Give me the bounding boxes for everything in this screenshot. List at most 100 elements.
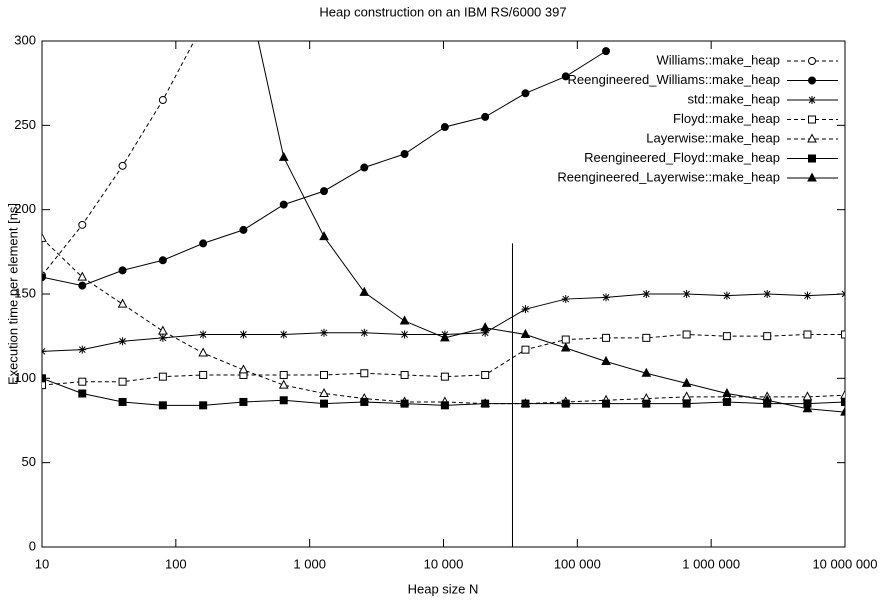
marker — [803, 330, 812, 339]
plot-area — [42, 21, 845, 416]
marker — [360, 369, 369, 378]
marker — [118, 337, 127, 346]
legend-marker — [807, 133, 817, 143]
marker — [320, 370, 329, 379]
marker — [641, 367, 652, 377]
marker — [198, 347, 208, 357]
marker — [560, 342, 571, 352]
legend-marker — [808, 57, 816, 65]
marker — [642, 399, 651, 408]
legend-marker — [808, 96, 816, 104]
marker — [158, 372, 167, 381]
marker — [319, 387, 329, 398]
marker — [199, 401, 208, 410]
series-line — [42, 41, 195, 276]
marker — [722, 397, 731, 406]
marker — [239, 225, 248, 234]
x-tick-label: 100 000 — [554, 556, 601, 571]
marker — [117, 298, 128, 308]
y-tick-label: 100 — [14, 370, 36, 385]
marker — [841, 397, 845, 406]
marker — [802, 391, 813, 401]
marker — [440, 332, 450, 342]
marker — [319, 231, 329, 241]
marker — [200, 21, 207, 28]
marker — [763, 290, 772, 298]
series-line — [42, 50, 607, 287]
marker — [722, 387, 732, 398]
marker — [78, 281, 87, 290]
marker — [118, 377, 127, 386]
marker — [840, 406, 845, 416]
legend-label: Reengineered_Williams::make_heap — [568, 72, 780, 87]
legend-marker — [808, 115, 816, 124]
marker — [400, 399, 409, 408]
marker — [400, 150, 409, 159]
legend-label: Reengineered_Layerwise::make_heap — [557, 169, 780, 184]
marker — [320, 187, 329, 196]
marker — [158, 333, 167, 342]
marker — [278, 151, 289, 161]
marker — [118, 266, 127, 275]
y-tick-label: 150 — [14, 285, 36, 300]
marker — [118, 397, 127, 406]
marker — [561, 295, 570, 304]
series-line — [42, 293, 845, 352]
legend-label: std::make_heap — [687, 91, 780, 106]
marker — [722, 332, 731, 341]
marker — [279, 396, 288, 405]
marker — [238, 364, 249, 374]
x-tick-label: 100 — [165, 556, 187, 571]
marker — [320, 328, 329, 337]
marker — [602, 293, 611, 302]
marker — [279, 370, 288, 379]
marker — [602, 399, 611, 408]
series-line — [42, 237, 845, 405]
y-axis-label: Execution time per element [ns] — [5, 203, 20, 385]
marker — [399, 315, 410, 325]
x-tick-label: 1 000 000 — [682, 556, 740, 571]
marker — [803, 291, 812, 300]
marker — [78, 389, 87, 398]
marker — [763, 332, 772, 341]
marker — [841, 330, 845, 339]
marker — [78, 377, 87, 386]
marker — [681, 391, 692, 401]
marker — [77, 271, 88, 281]
marker — [158, 256, 167, 265]
marker — [480, 322, 490, 332]
marker — [158, 401, 167, 410]
marker — [561, 335, 570, 344]
marker — [481, 370, 490, 379]
marker — [158, 325, 168, 335]
marker — [520, 328, 531, 338]
legend-marker — [808, 76, 816, 85]
marker — [481, 112, 490, 121]
x-tick-label: 10 000 — [424, 556, 464, 571]
marker — [802, 403, 813, 413]
marker — [78, 220, 87, 229]
marker — [158, 96, 167, 105]
marker — [440, 123, 449, 132]
marker — [239, 397, 248, 406]
marker — [722, 291, 731, 300]
marker — [359, 286, 370, 296]
marker — [682, 290, 691, 298]
marker — [682, 399, 691, 408]
legend-label: Layerwise::make_heap — [646, 130, 780, 145]
legend-label: Floyd::make_heap — [673, 111, 780, 126]
marker — [440, 401, 449, 410]
legend-marker — [808, 154, 816, 163]
marker — [118, 161, 127, 170]
marker — [42, 381, 46, 390]
marker — [681, 377, 692, 387]
legend-label: Williams::make_heap — [656, 52, 780, 67]
marker — [762, 394, 773, 404]
x-axis-label: Heap size N — [408, 581, 479, 596]
marker — [278, 379, 289, 389]
marker — [642, 333, 651, 342]
marker — [320, 399, 329, 408]
x-tick-label: 10 000 000 — [812, 556, 877, 571]
marker — [521, 305, 530, 314]
